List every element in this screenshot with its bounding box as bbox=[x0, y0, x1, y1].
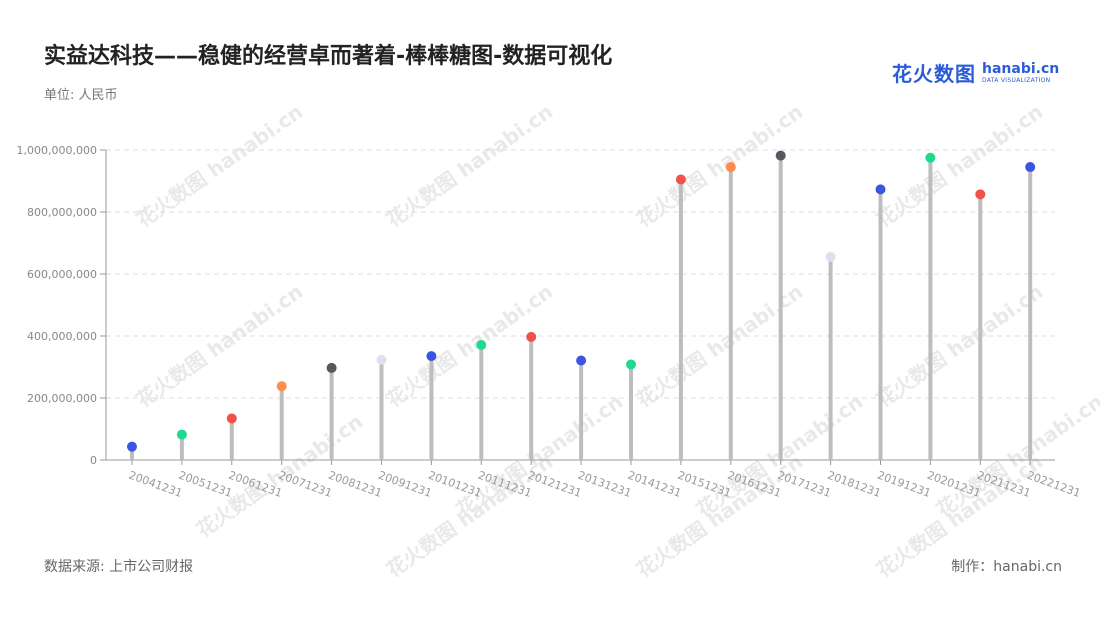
x-tick-label: 20101231 bbox=[426, 469, 483, 500]
x-tick-label: 20071231 bbox=[277, 469, 334, 500]
unit-label: 单位: 人民币 bbox=[44, 88, 118, 103]
lollipop-dot bbox=[326, 362, 337, 373]
lollipop-dot bbox=[426, 351, 437, 362]
lollipop-dot bbox=[526, 331, 537, 342]
x-tick-label: 20061231 bbox=[227, 469, 284, 500]
x-tick-label: 20191231 bbox=[875, 469, 932, 500]
lollipop-dot bbox=[675, 174, 686, 185]
logo-en-text: hanabi.cn bbox=[982, 60, 1060, 77]
lollipop-dot bbox=[775, 150, 786, 161]
x-tick-label: 20091231 bbox=[376, 469, 433, 500]
hanabi-logo[interactable]: 花火数图 hanabi.cn DATA VISUALIZATION bbox=[892, 58, 1059, 87]
y-tick-label: 1,000,000,000 bbox=[17, 144, 97, 157]
x-tick-label: 20041231 bbox=[127, 469, 184, 500]
logo-sub-text: DATA VISUALIZATION bbox=[982, 76, 1051, 84]
lollipop-dot bbox=[1025, 162, 1036, 173]
lollipop-dot bbox=[127, 441, 137, 452]
lollipop-dot bbox=[725, 162, 736, 173]
x-tick-label: 20201231 bbox=[925, 469, 982, 500]
y-tick-label: 0 bbox=[90, 454, 97, 467]
x-tick-label: 20141231 bbox=[626, 469, 683, 500]
lollipop-dot bbox=[226, 413, 237, 424]
x-tick-label: 20151231 bbox=[676, 469, 733, 500]
lollipop-dot bbox=[626, 359, 636, 370]
y-tick-label: 200,000,000 bbox=[27, 392, 97, 405]
lollipop-dot bbox=[975, 189, 986, 200]
x-tick-label: 20081231 bbox=[327, 469, 384, 500]
x-tick-label: 20161231 bbox=[726, 469, 783, 500]
lollipop-dot bbox=[476, 339, 487, 350]
x-tick-label: 20121231 bbox=[526, 469, 583, 500]
lollipop-dot bbox=[576, 355, 587, 366]
y-tick-label: 800,000,000 bbox=[27, 206, 97, 219]
x-tick-label: 20171231 bbox=[776, 469, 833, 500]
x-tick-label: 20051231 bbox=[177, 469, 234, 500]
source-label: 数据来源: 上市公司财报 bbox=[44, 559, 194, 575]
y-tick-label: 400,000,000 bbox=[27, 330, 97, 343]
lollipop-dot bbox=[276, 381, 287, 392]
x-tick-label: 20221231 bbox=[1025, 469, 1082, 500]
lollipop-dot bbox=[376, 354, 387, 365]
x-tick-label: 20111231 bbox=[476, 469, 533, 500]
x-tick-label: 20131231 bbox=[576, 469, 633, 500]
chart-title: 实益达科技——稳健的经营卓而著着-棒棒糖图-数据可视化 bbox=[44, 44, 613, 69]
lollipop-dot bbox=[176, 429, 187, 440]
logo-en-block: hanabi.cn DATA VISUALIZATION bbox=[982, 62, 1059, 84]
x-tick-label: 20181231 bbox=[826, 469, 883, 500]
logo-cn-text: 花火数图 bbox=[892, 62, 976, 86]
lollipop-dot bbox=[925, 152, 936, 163]
y-tick-label: 600,000,000 bbox=[27, 268, 97, 281]
lollipop-dot bbox=[875, 184, 886, 195]
credit-label: 制作：hanabi.cn bbox=[951, 559, 1062, 575]
lollipop-dot bbox=[825, 251, 836, 262]
x-tick-label: 20211231 bbox=[975, 469, 1032, 500]
